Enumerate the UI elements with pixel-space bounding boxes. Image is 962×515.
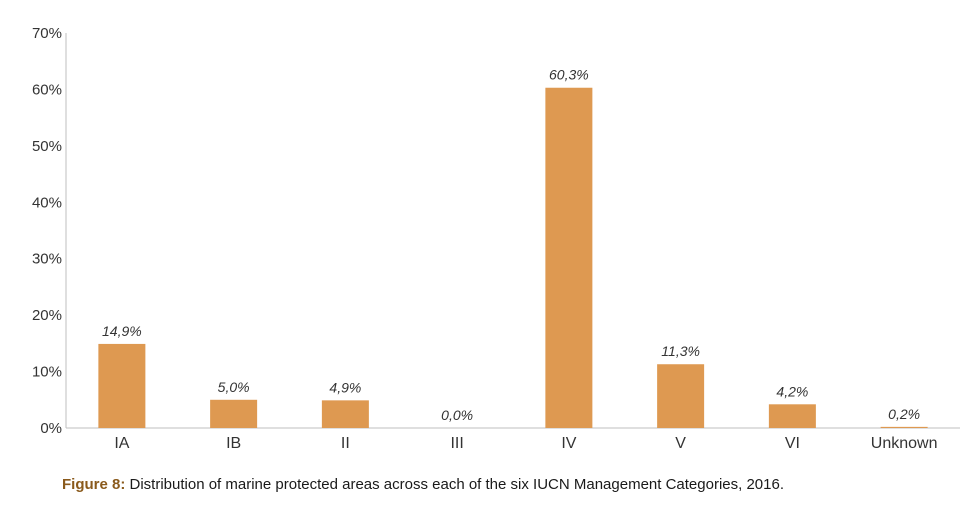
y-tick-label: 40% [32,194,62,211]
y-tick-label: 20% [32,307,62,324]
bar-ib [210,399,258,428]
bar-chart: 0% 10% 20% 30% 40% 50% 60% 70% 14,9% 5,0% 4,9% 0,0… [32,25,960,452]
data-label-iv: 60,3% [549,67,589,83]
data-label-unknown: 0,2% [888,406,920,422]
figure-caption: Figure 8: Distribution of marine protect… [62,476,784,493]
category-label-ib: IB [226,435,241,452]
y-tick-label: 10% [32,364,62,381]
y-tick-label: 60% [32,81,62,98]
category-label-ia: IA [114,435,129,452]
caption-text: Distribution of marine protected areas a… [125,476,785,493]
bars [98,87,928,428]
category-label-iii: III [450,435,463,452]
data-label-iii: 0,0% [441,407,473,423]
data-label-ii: 4,9% [329,379,361,395]
category-label-iv: IV [561,435,576,452]
bar-unknown [880,426,928,428]
bar-ii [321,400,369,428]
y-axis-ticks: 0% 10% 20% 30% 40% 50% 60% 70% [32,25,62,437]
data-label-ia: 14,9% [102,323,142,339]
data-label-vi: 4,2% [776,383,808,399]
y-tick-label: 0% [40,420,62,437]
bar-v [657,364,705,428]
category-label-vi: VI [785,435,800,452]
data-label-v: 11,3% [661,343,700,359]
y-tick-label: 50% [32,138,62,155]
data-label-ib: 5,0% [218,379,250,395]
y-tick-label: 70% [32,25,62,42]
x-axis-category-labels: IA IB II III IV V VI Unknown [114,435,937,452]
bar-vi [768,404,816,428]
data-labels: 14,9% 5,0% 4,9% 0,0% 60,3% 11,3% 4,2% 0,2% [102,67,920,423]
bar-iv [545,87,593,428]
category-label-ii: II [341,435,350,452]
bar-ia [98,343,146,428]
y-tick-label: 30% [32,251,62,268]
caption-label: Figure 8: [62,476,126,493]
category-label-unknown: Unknown [871,435,938,452]
category-label-v: V [675,435,686,452]
